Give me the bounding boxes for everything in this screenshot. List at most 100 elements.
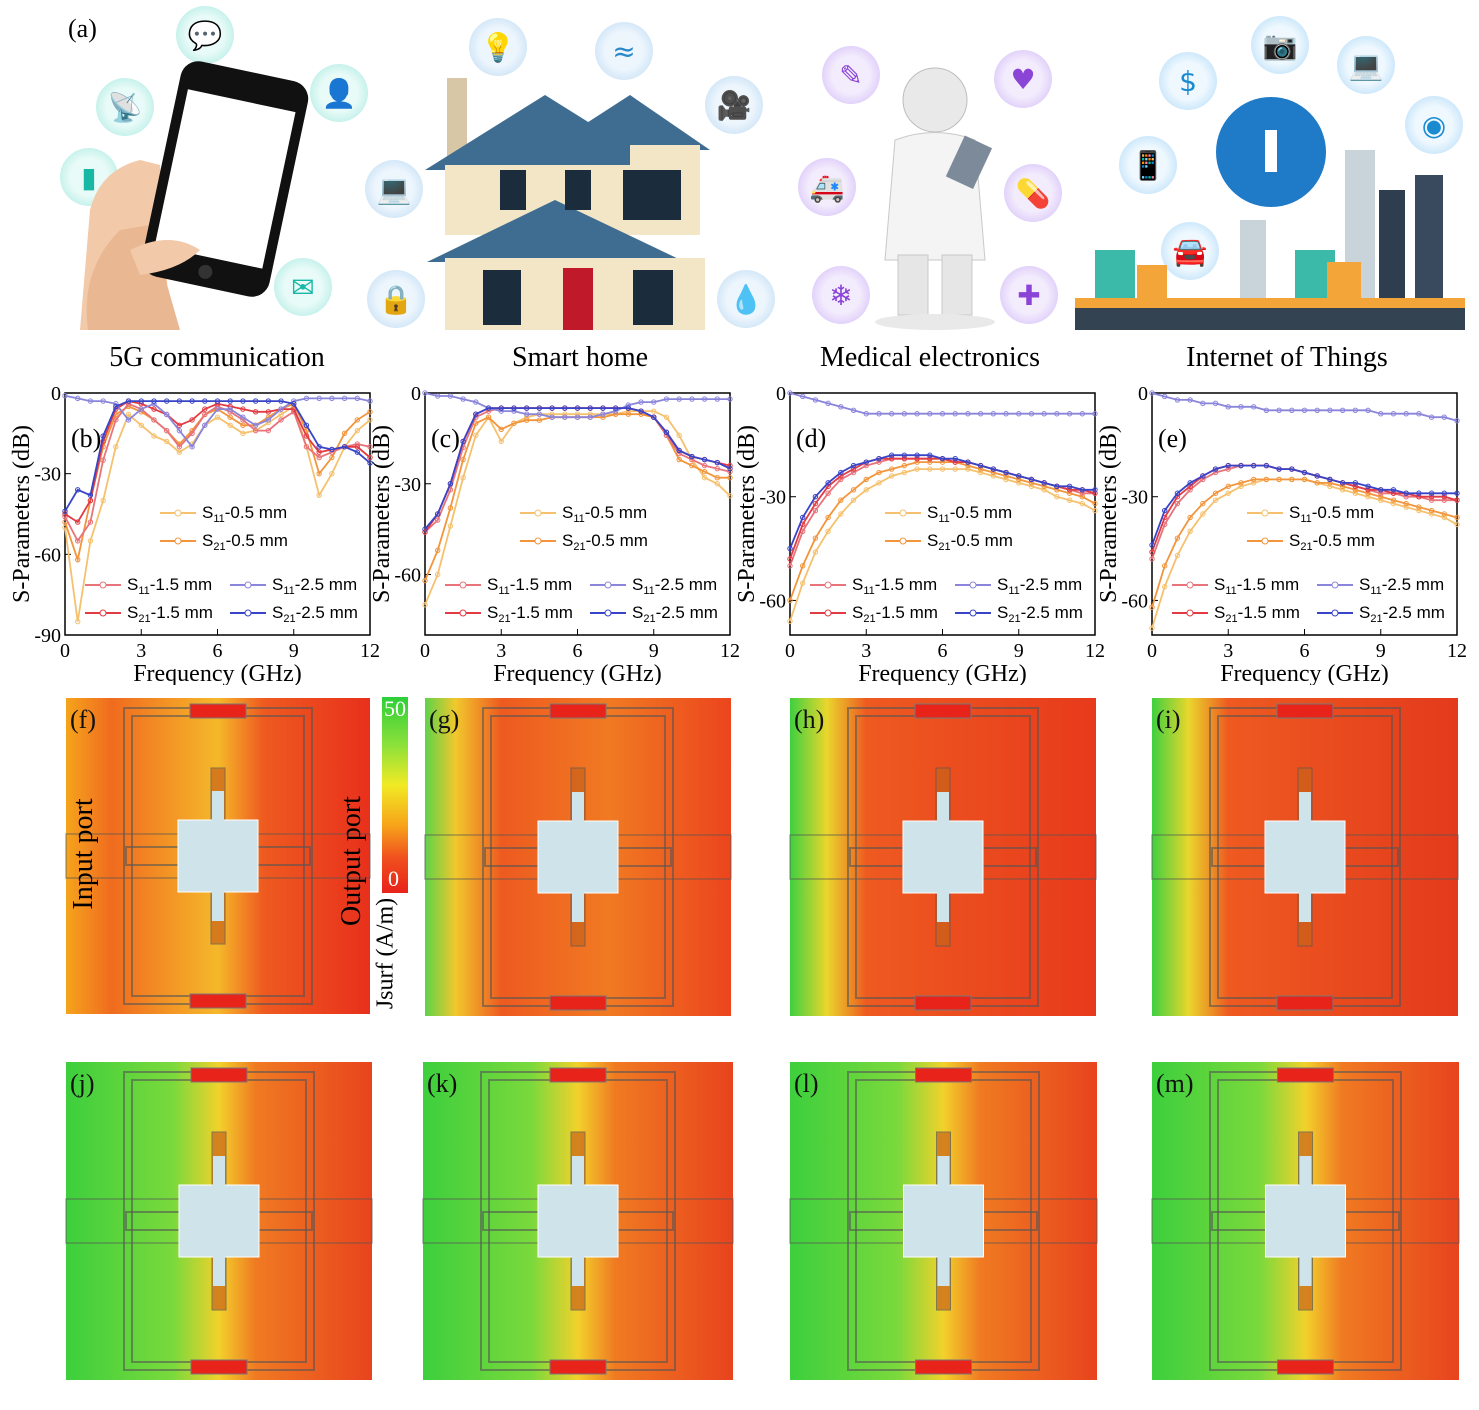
series-point bbox=[888, 452, 895, 458]
series-point bbox=[1365, 494, 1371, 500]
series-point bbox=[1174, 500, 1181, 507]
series-point bbox=[176, 427, 183, 434]
panel-letter: (e) bbox=[1158, 424, 1187, 453]
legend-label: S21-2.5 mm bbox=[1359, 603, 1445, 625]
series-point bbox=[663, 414, 670, 420]
series-point bbox=[714, 475, 720, 481]
legend-label: S11-0.5 mm bbox=[562, 503, 647, 525]
series-point bbox=[876, 455, 882, 462]
series-point bbox=[367, 460, 373, 466]
series-line bbox=[64, 405, 371, 622]
series-point bbox=[727, 396, 733, 402]
series-point bbox=[787, 556, 793, 562]
series-point bbox=[965, 466, 971, 472]
phone-icon: 📱 bbox=[1119, 136, 1177, 194]
series-point bbox=[901, 462, 908, 469]
series-point bbox=[341, 395, 348, 402]
series-point bbox=[1390, 490, 1397, 496]
y-tick-label: 0 bbox=[776, 385, 786, 405]
series-point bbox=[316, 492, 322, 498]
series-point bbox=[1314, 473, 1320, 479]
series-point bbox=[888, 411, 895, 417]
series-point bbox=[1390, 411, 1397, 417]
series-point bbox=[189, 430, 195, 437]
series-point bbox=[787, 563, 793, 569]
y-tick-label: -60 bbox=[34, 544, 61, 566]
series-point bbox=[838, 511, 844, 517]
legend-label: S11-2.5 mm bbox=[1359, 575, 1444, 597]
pill-icon: 💊 bbox=[1004, 164, 1062, 222]
series-point bbox=[901, 452, 908, 458]
series-point bbox=[1162, 507, 1168, 514]
series-point bbox=[1041, 480, 1047, 486]
series-point bbox=[651, 408, 657, 414]
series-point bbox=[1162, 583, 1168, 590]
legend-label: S11-2.5 mm bbox=[272, 575, 357, 597]
series-point bbox=[914, 452, 920, 458]
series-point bbox=[202, 406, 208, 412]
series-point bbox=[1187, 480, 1193, 486]
series-point bbox=[1200, 511, 1206, 517]
series-point bbox=[800, 514, 806, 521]
legend-label: S11-1.5 mm bbox=[852, 575, 937, 597]
series-point bbox=[1016, 476, 1022, 483]
legend-marker bbox=[969, 581, 977, 589]
series-point bbox=[876, 469, 882, 476]
x-axis-label: Frequency (GHz) bbox=[133, 661, 302, 685]
series-point bbox=[1352, 483, 1359, 490]
series-point bbox=[1428, 507, 1435, 514]
series-point bbox=[176, 398, 183, 404]
input-port-label: Input port bbox=[68, 798, 99, 910]
series-point bbox=[850, 462, 857, 469]
series-point bbox=[189, 444, 195, 450]
series-point bbox=[1339, 483, 1346, 490]
app-label-medical: Medical electronics bbox=[819, 342, 1040, 373]
series-point bbox=[574, 405, 581, 411]
series-point bbox=[87, 492, 94, 498]
field-panel: (h) bbox=[789, 698, 1097, 1016]
series-point bbox=[1092, 411, 1098, 417]
series-point bbox=[914, 411, 920, 417]
series-point bbox=[329, 446, 335, 453]
series-line bbox=[64, 402, 371, 564]
series-point bbox=[676, 396, 682, 402]
series-point bbox=[1390, 487, 1397, 493]
series-point bbox=[75, 557, 81, 563]
series-point bbox=[435, 547, 441, 554]
series-point bbox=[1378, 497, 1384, 503]
series-point bbox=[1149, 542, 1155, 548]
series-point bbox=[1162, 563, 1168, 569]
series-point bbox=[473, 399, 479, 405]
legend-label: S21-0.5 mm bbox=[927, 531, 1013, 553]
series-point bbox=[1365, 487, 1371, 493]
panel-letter: (b) bbox=[71, 424, 101, 453]
series-point bbox=[316, 395, 322, 402]
series-point bbox=[838, 469, 844, 476]
series-point bbox=[498, 438, 504, 445]
field-panel: (l) bbox=[789, 1062, 1098, 1380]
series-point bbox=[498, 405, 504, 411]
series-point bbox=[113, 417, 119, 423]
series-point bbox=[600, 405, 606, 411]
camera-icon: 📷 bbox=[1251, 16, 1309, 74]
x-tick-label: 3 bbox=[496, 640, 506, 662]
series-point bbox=[1416, 504, 1422, 510]
series-point bbox=[1225, 466, 1231, 472]
series-point bbox=[125, 417, 132, 423]
series-point bbox=[1054, 411, 1060, 417]
series-point bbox=[927, 466, 933, 472]
series-point bbox=[240, 414, 246, 420]
series-point bbox=[600, 411, 606, 417]
series-point bbox=[952, 411, 958, 417]
contacts-icon: 👤 bbox=[310, 64, 368, 122]
bottom-patch bbox=[915, 1359, 972, 1375]
y-axis-label: S-Parameters (dB) bbox=[9, 425, 35, 603]
chart-d: 0 3 6 9 12 0 -30 -60 Frequency (GHz) S-Parameters… bbox=[734, 385, 1105, 685]
series-point bbox=[265, 417, 272, 423]
field-panel: (j) bbox=[65, 1062, 373, 1380]
series-point bbox=[939, 411, 946, 417]
series-point bbox=[812, 549, 819, 555]
y-axis-label: S-Parameters (dB) bbox=[1096, 425, 1122, 603]
series-point bbox=[422, 577, 428, 584]
series-point bbox=[977, 462, 984, 469]
